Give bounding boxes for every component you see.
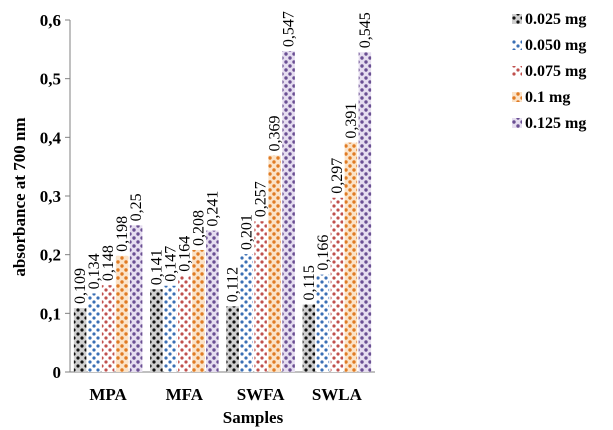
bar [330,197,344,372]
data-label: 0,134 [86,253,103,289]
y-tick-label: 0,4 [40,128,62,147]
y-tick-label: 0,6 [40,11,61,30]
bar [164,285,177,372]
legend-swatch [512,66,522,76]
legend-swatch [512,40,522,50]
data-label: 0,148 [100,245,117,281]
y-tick-labels: 0 0,1 0,2 0,3 0,4 0,5 0,6 [40,11,62,382]
x-axis-label: Samples [223,408,284,427]
bar [101,285,115,372]
y-tick-label: 0,1 [40,304,61,323]
bar [87,293,101,372]
legend-swatch [512,92,522,102]
data-label: 0,147 [162,246,179,282]
data-label: 0,369 [267,116,284,152]
x-tick-labels: MPA MFA SWFA SWLA [89,385,362,404]
data-label: 0,115 [301,265,318,300]
bars [73,51,372,373]
bar [129,225,143,372]
bar [115,255,129,372]
x-tick-label: MFA [166,385,204,404]
bar [344,142,358,372]
bar [206,230,219,372]
bar [254,221,267,372]
bar [178,275,191,372]
legend-swatch [512,14,522,24]
bar [316,274,330,372]
data-label: 0,164 [176,236,193,272]
bar [282,51,295,373]
data-label: 0,166 [315,235,332,271]
y-tick-label: 0,3 [40,187,61,206]
data-label: 0,141 [148,249,165,285]
bar [358,52,372,373]
data-label: 0,257 [253,181,270,217]
data-label: 0,391 [343,103,360,139]
bar [240,254,253,372]
legend-label: 0.025 mg [525,11,586,28]
data-label: 0,109 [72,268,89,304]
data-label: 0,547 [281,11,298,47]
data-label: 0,201 [239,214,256,250]
data-label: 0,241 [204,191,221,227]
data-labels: 0,1090,1340,1480,1980,250,1410,1470,1640… [72,11,374,304]
y-axis-label: absorbance at 700 nm [10,117,29,276]
y-tick-label: 0 [53,363,62,382]
data-label: 0,208 [190,210,207,246]
data-label: 0,198 [114,216,131,252]
legend: 0.025 mg 0.050 mg 0.075 mg 0.1 mg 0.125 mg [512,11,586,132]
data-label: 0,25 [128,193,145,221]
x-tick-label: SWFA [237,385,286,404]
bar [302,304,316,372]
x-tick-label: MPA [89,385,127,404]
y-tick-label: 0,2 [40,246,61,265]
bar [226,306,239,372]
bar [192,249,205,372]
legend-label: 0.125 mg [525,115,586,132]
data-label: 0,545 [357,12,374,48]
legend-label: 0.050 mg [525,37,586,54]
bar [268,155,281,372]
bar [150,289,163,372]
data-label: 0,112 [225,267,242,302]
bar [73,308,87,372]
legend-swatch [512,118,522,128]
x-tick-label: SWLA [312,385,363,404]
legend-label: 0.1 mg [525,89,570,106]
data-label: 0,297 [329,158,346,194]
legend-label: 0.075 mg [525,63,586,80]
y-tick-label: 0,5 [40,70,61,89]
